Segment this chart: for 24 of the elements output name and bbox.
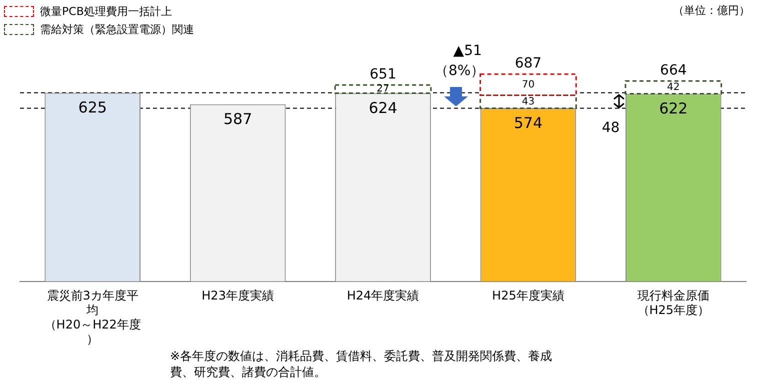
total-label: 664 — [660, 62, 687, 79]
total-label: 687 — [514, 56, 542, 72]
data-label: 43 — [522, 96, 535, 108]
data-label: 622 — [659, 100, 688, 118]
x-tick-label: 震災前3カ年度平均（H20～H22年度） — [44, 288, 141, 346]
annotation: （8%） — [434, 62, 485, 80]
text: （単位：億円） — [673, 3, 750, 18]
text: ※各年度の数値は、消耗品費、賃借料、委託費、普及開発関係費、養成費、研究費、諸費の合計値。 — [170, 348, 554, 380]
data-label: 70 — [522, 79, 535, 90]
legend-label: 微量PCB処理費用一括計上 — [40, 4, 172, 18]
legend-label: 需給対策（緊急設置電源）関連 — [40, 22, 194, 36]
total-label: 651 — [370, 66, 396, 83]
x-tick-label: 現行料金原価（H25年度） — [637, 288, 710, 318]
x-tick-label: H24年度実績 — [346, 288, 420, 303]
annotation: 48 — [602, 120, 620, 136]
text: ▲51 — [453, 42, 482, 59]
data-label: 625 — [78, 98, 107, 117]
data-label: 587 — [223, 110, 252, 128]
data-label: 42 — [667, 82, 680, 93]
x-tick-label: H23年度実績 — [202, 288, 274, 303]
data-label: 574 — [514, 114, 543, 132]
x-tick-label: H25年度実績 — [492, 288, 564, 303]
data-label: 624 — [368, 99, 398, 117]
data-label: 27 — [376, 84, 390, 95]
